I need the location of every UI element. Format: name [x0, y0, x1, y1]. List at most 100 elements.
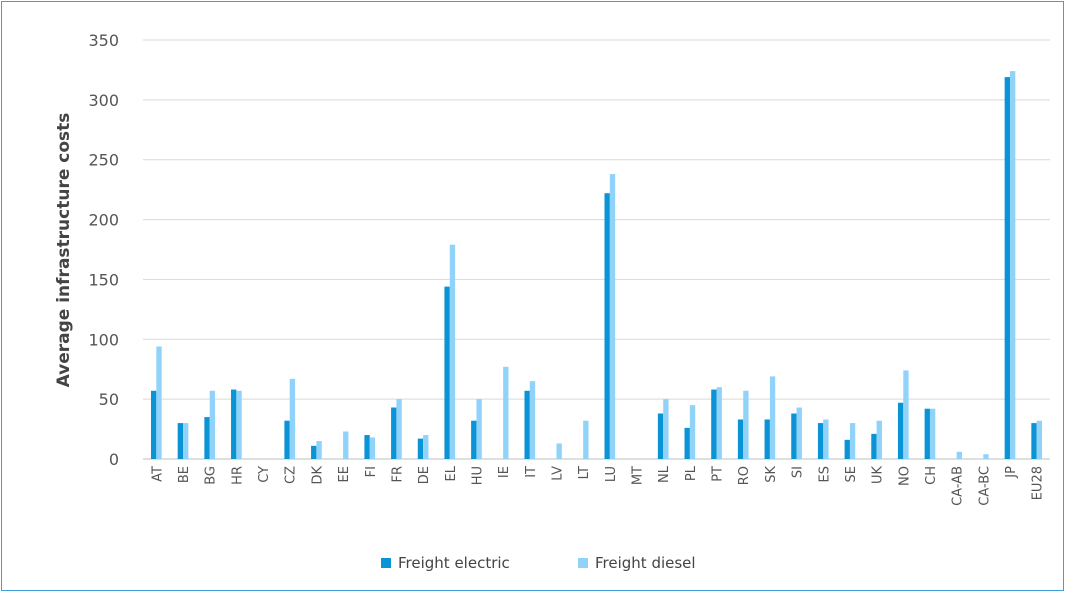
- y-tick-label: 350: [88, 31, 119, 50]
- y-axis-label: Average infrastructure costs: [54, 113, 74, 388]
- x-tick-label: MT: [631, 466, 646, 485]
- x-tick-label: HU: [470, 466, 485, 485]
- bar-diesel-be: [183, 423, 189, 459]
- x-tick-label: SE: [844, 466, 859, 482]
- bar-diesel-bg: [209, 390, 216, 459]
- bar-electric-hr: [231, 389, 237, 459]
- bar-diesel-el: [449, 244, 456, 459]
- bar-diesel-se: [849, 423, 856, 459]
- bar-electric-jp: [1004, 77, 1010, 460]
- bar-electric-bg: [204, 417, 210, 459]
- x-tick-label: LV: [550, 466, 565, 481]
- x-tick-label: BE: [177, 466, 192, 483]
- bar-diesel-ca-ab: [956, 451, 962, 459]
- bar-electric-si: [791, 413, 797, 459]
- y-tick-label: 300: [88, 91, 119, 110]
- bar-diesel-pt: [716, 387, 722, 459]
- bar-electric-be: [177, 423, 184, 459]
- x-tick-label: CH: [924, 466, 939, 485]
- x-tick-label: LT: [577, 466, 592, 479]
- bar-diesel-eu28: [1036, 420, 1042, 459]
- x-tick-label: FR: [390, 466, 405, 483]
- bar-diesel-de: [423, 435, 429, 459]
- bar-diesel-lu: [609, 174, 616, 459]
- bar-electric-ch: [924, 408, 930, 459]
- bar-diesel-ee: [343, 431, 349, 459]
- x-tick-label: DE: [417, 466, 432, 484]
- bar-electric-pl: [684, 427, 690, 459]
- x-tick-label: CA-BC: [977, 466, 992, 506]
- gridlines: [143, 39, 1050, 460]
- x-tick-label: CA-AB: [951, 466, 966, 506]
- bar-diesel-cz: [289, 378, 296, 459]
- x-tick-label: BG: [204, 466, 219, 485]
- x-tick-label: HR: [230, 466, 245, 485]
- bar-electric-se: [844, 439, 850, 459]
- x-tick-label: LU: [604, 466, 619, 482]
- legend: Freight electric Freight diesel: [381, 554, 696, 572]
- bar-diesel-at: [156, 346, 162, 459]
- y-tick-label: 100: [88, 330, 119, 349]
- x-tick-label: NL: [657, 465, 672, 483]
- y-tick-label: 50: [99, 390, 119, 409]
- legend-label-diesel: Freight diesel: [595, 554, 696, 572]
- bar-diesel-fi: [369, 437, 376, 459]
- x-tick-label: SK: [764, 466, 779, 483]
- x-axis-ticks: AT BE BG HR CY CZ DK EE FI FR DE EL HU IE IT LV LT LU MT NL…: [150, 465, 1045, 506]
- bar-diesel-hu: [476, 399, 482, 459]
- x-tick-label: PL: [684, 465, 699, 481]
- x-tick-label: CY: [257, 466, 272, 483]
- x-tick-label: EE: [337, 466, 352, 482]
- bar-electric-uk: [871, 433, 877, 459]
- x-tick-label: PT: [711, 466, 726, 482]
- bar-diesel-ro: [743, 390, 749, 459]
- bar-electric-at: [151, 390, 157, 459]
- x-tick-label: IT: [524, 466, 539, 478]
- x-tick-label: FI: [364, 466, 379, 477]
- bar-diesel-si: [796, 407, 802, 459]
- legend-swatch-diesel: [578, 558, 588, 568]
- bar-diesel-fr: [396, 399, 402, 459]
- x-tick-label: EL: [444, 465, 459, 481]
- bar-electric-sk: [764, 419, 770, 459]
- x-tick-label: UK: [871, 466, 886, 485]
- bar-diesel-sk: [769, 376, 776, 459]
- x-tick-label: NO: [897, 466, 912, 486]
- bar-electric-fr: [391, 407, 397, 459]
- bar-diesel-hr: [236, 390, 242, 459]
- bar-electric-es: [817, 423, 824, 459]
- bar-electric-dk: [311, 445, 317, 459]
- bar-diesel-jp: [1009, 71, 1016, 459]
- bar-diesel-nl: [663, 399, 669, 459]
- bar-electric-it: [524, 390, 530, 459]
- bar-diesel-ie: [503, 366, 509, 459]
- x-tick-label: RO: [737, 466, 752, 485]
- y-tick-label: 0: [109, 450, 119, 469]
- legend-swatch-electric: [381, 558, 391, 568]
- bar-electric-fi: [364, 435, 370, 459]
- x-tick-label: DK: [310, 466, 325, 485]
- bar-electric-hu: [471, 420, 477, 459]
- bar-electric-el: [444, 286, 450, 459]
- x-tick-label: EU28: [1031, 466, 1046, 500]
- bar-diesel-es: [823, 419, 829, 459]
- bar-electric-lu: [604, 193, 610, 459]
- bar-electric-ro: [737, 419, 744, 459]
- bar-diesel-ca-bc: [983, 454, 989, 459]
- y-axis-ticks: 0 50 100 150 200 250 300 350: [88, 31, 119, 469]
- bar-diesel-dk: [316, 441, 322, 459]
- bar-diesel-lt: [583, 420, 589, 459]
- bars: [151, 71, 1042, 460]
- x-tick-label: IE: [497, 466, 512, 478]
- legend-label-electric: Freight electric: [398, 554, 510, 572]
- x-tick-label: SI: [791, 466, 806, 478]
- y-tick-label: 200: [88, 211, 119, 230]
- bar-diesel-uk: [876, 420, 882, 459]
- bar-diesel-lv: [556, 443, 562, 459]
- bar-electric-de: [417, 438, 424, 459]
- bar-electric-no: [897, 402, 904, 459]
- bar-diesel-no: [903, 370, 909, 459]
- bar-diesel-it: [529, 381, 536, 459]
